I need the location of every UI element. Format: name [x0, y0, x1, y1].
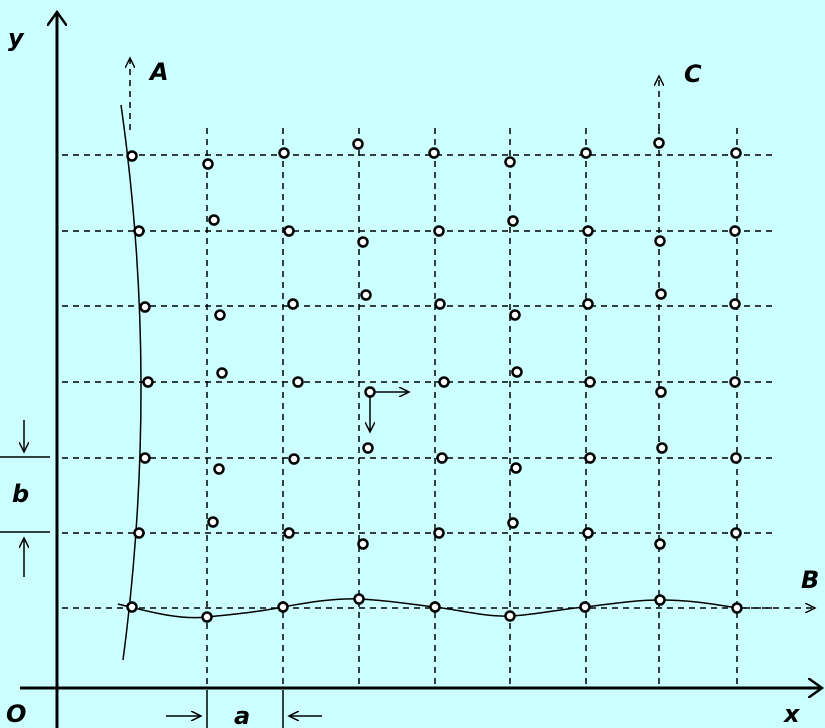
spacing-a-label: a — [234, 702, 250, 728]
lattice-node-31 — [364, 386, 376, 398]
lattice-node-11 — [208, 214, 220, 226]
wave-curve-vertical — [120, 104, 142, 661]
lattice-node-22 — [360, 289, 372, 301]
lattice-node-35 — [655, 386, 667, 398]
lattice-node-32 — [438, 376, 450, 388]
lattice-node-49 — [357, 538, 369, 550]
lattice-node-20 — [214, 309, 226, 321]
lattice-node-6 — [504, 156, 516, 168]
lattice-node-23 — [434, 298, 446, 310]
lattice-node-42 — [510, 462, 522, 474]
lattice-node-50 — [433, 527, 445, 539]
x-axis-label: x — [783, 700, 801, 728]
lattice-node-7 — [580, 147, 592, 159]
lattice-node-12 — [283, 225, 295, 237]
lattice-node-25 — [582, 298, 594, 310]
lattice-node-41 — [436, 452, 448, 464]
lattice-node-37 — [139, 452, 151, 464]
lattice-nodes — [126, 137, 743, 623]
lattice-node-58 — [353, 593, 365, 605]
lattice-node-47 — [207, 516, 219, 528]
lattice-node-44 — [656, 442, 668, 454]
lattice-node-51 — [507, 517, 519, 529]
lattice-node-1 — [126, 150, 138, 162]
lattice-node-46 — [133, 527, 145, 539]
lattice-node-48 — [283, 527, 295, 539]
lattice-node-8 — [653, 137, 665, 149]
lattice-node-61 — [579, 601, 591, 613]
spacing-b-label: b — [12, 480, 29, 508]
lattice-node-53 — [654, 538, 666, 550]
lattice-node-29 — [216, 367, 228, 379]
lattice-node-26 — [655, 288, 667, 300]
lattice-node-43 — [584, 452, 596, 464]
lattice-node-4 — [352, 138, 364, 150]
lattice-node-24 — [509, 309, 521, 321]
lattice-node-19 — [139, 301, 151, 313]
lattice-node-27 — [729, 298, 741, 310]
lattice-node-21 — [287, 298, 299, 310]
lattice-node-52 — [582, 527, 594, 539]
lattice-node-39 — [288, 453, 300, 465]
lattice-node-63 — [731, 602, 743, 614]
lattice-node-55 — [126, 601, 138, 613]
lattice-node-28 — [142, 376, 154, 388]
lattice-node-17 — [654, 235, 666, 247]
lattice-node-9 — [730, 147, 742, 159]
lattice-node-62 — [654, 594, 666, 606]
lattice-node-5 — [428, 147, 440, 159]
lattice-node-33 — [511, 366, 523, 378]
lattice-node-18 — [729, 225, 741, 237]
lattice-node-59 — [429, 601, 441, 613]
lattice-node-14 — [433, 225, 445, 237]
lattice-node-36 — [729, 376, 741, 388]
lattice-node-40 — [362, 442, 374, 454]
lattice-node-30 — [292, 376, 304, 388]
lattice-node-34 — [584, 376, 596, 388]
y-axis-label: y — [8, 24, 25, 52]
lattice-node-13 — [357, 236, 369, 248]
arrow-c-label: C — [684, 60, 702, 88]
lattice-node-56 — [201, 611, 213, 623]
lattice-node-57 — [277, 601, 289, 613]
arrow-a-label: A — [148, 58, 169, 86]
arrow-b-label: B — [801, 566, 819, 594]
lattice-node-60 — [504, 610, 516, 622]
origin-label: O — [6, 700, 26, 728]
lattice-node-38 — [213, 463, 225, 475]
lattice-node-16 — [582, 225, 594, 237]
lattice-node-45 — [730, 452, 742, 464]
lattice-node-54 — [730, 527, 742, 539]
lattice-node-2 — [202, 158, 214, 170]
lattice-node-10 — [133, 225, 145, 237]
lattice-node-3 — [278, 147, 290, 159]
grid-lines — [62, 128, 772, 684]
lattice-node-15 — [507, 215, 519, 227]
